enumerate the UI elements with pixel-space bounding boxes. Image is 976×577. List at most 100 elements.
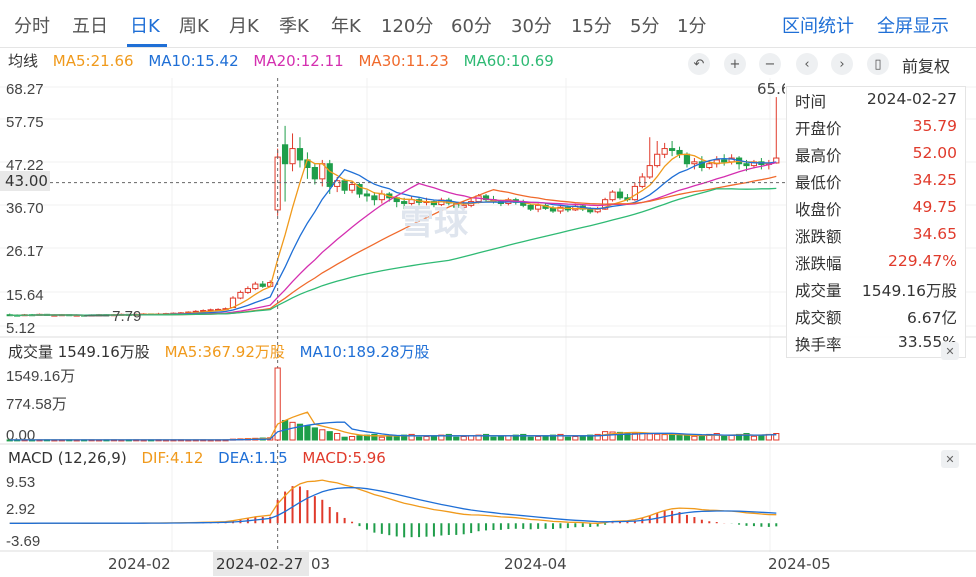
volume-bar <box>549 434 557 441</box>
candle-body <box>460 204 467 208</box>
interval-stats-link[interactable]: 区间统计 <box>782 16 854 37</box>
volume-bar <box>743 432 750 441</box>
tooltip-value: 49.75 <box>912 198 957 216</box>
candle-body <box>691 161 698 165</box>
volume-ma-line <box>9 421 777 441</box>
volume-legend: 成交量 1549.16万股 MA5:367.92万股 MA10:189.28万股 <box>8 341 440 362</box>
tab-weekly-k[interactable]: 周K <box>179 16 209 37</box>
tooltip-row: 收盘价 49.75 <box>795 198 957 224</box>
tooltip-value: 229.47% <box>888 252 957 270</box>
volume-bar <box>356 435 363 441</box>
candle-body <box>631 185 638 201</box>
tooltip-row: 换手率 33.55% <box>795 333 957 359</box>
volume-bar <box>713 432 720 441</box>
close-volume-icon[interactable]: ✕ <box>941 342 959 360</box>
candle-body <box>527 204 534 210</box>
tab-30min[interactable]: 30分 <box>511 16 552 37</box>
volume-bar <box>721 435 728 441</box>
chevron-left-icon[interactable]: ‹ <box>796 53 818 75</box>
volume-bar <box>572 436 579 441</box>
candle-body <box>401 201 408 204</box>
tooltip-row: 涨跌幅 229.47% <box>795 252 957 278</box>
high-price-marker: 65.6 <box>757 80 785 98</box>
undo-icon[interactable]: ↶ <box>688 53 710 75</box>
volume-bar <box>438 434 445 441</box>
chevron-right-icon[interactable]: › <box>831 53 853 75</box>
ma-line-ma60 <box>9 187 777 316</box>
volume-bar <box>587 434 594 441</box>
volume-bar <box>691 435 698 441</box>
price-tick-label: 15.64 <box>6 287 44 304</box>
volume-bar <box>527 436 534 441</box>
volume-bar <box>445 433 452 441</box>
tab-15min[interactable]: 15分 <box>571 16 612 37</box>
tab-five-day[interactable]: 五日 <box>72 16 108 37</box>
tooltip-label: 最高价 <box>795 147 842 165</box>
candle-body <box>341 180 348 191</box>
tooltip-label: 涨跌幅 <box>795 255 842 273</box>
tab-fenshi[interactable]: 分时 <box>14 16 50 37</box>
volume-bar <box>311 427 318 441</box>
candle-body <box>609 191 616 201</box>
tab-1min[interactable]: 1分 <box>677 16 707 37</box>
crosshair-price-label: 43.00 <box>0 171 50 191</box>
tab-yearly-k[interactable]: 年K <box>331 16 361 37</box>
ma-legend-label: 均线 <box>8 52 39 70</box>
candle-body <box>252 283 259 290</box>
adjust-mode-button[interactable]: 前复权 <box>902 57 951 76</box>
candle-body <box>721 159 728 163</box>
candle-body <box>430 201 438 206</box>
volume-bar <box>497 436 505 441</box>
candle-body <box>646 165 653 178</box>
macd-value-legend: MACD:5.96 <box>302 449 386 467</box>
volume-bar <box>676 434 683 441</box>
macd-tick-label: -3.69 <box>6 533 40 550</box>
active-tab-indicator <box>127 44 167 47</box>
volume-bar <box>490 436 497 441</box>
close-macd-icon[interactable]: ✕ <box>941 450 959 468</box>
volume-bar <box>631 432 638 441</box>
dif-legend: DIF:4.12 <box>141 449 204 467</box>
volume-bar <box>341 436 348 441</box>
volume-bar <box>386 436 393 441</box>
pin-icon[interactable]: ▯ <box>867 53 889 75</box>
price-tick-label: 36.70 <box>6 200 44 217</box>
tooltip-label: 开盘价 <box>795 120 842 138</box>
volume-bar <box>609 431 616 441</box>
candle-body <box>668 148 676 151</box>
tooltip-label: 涨跌额 <box>795 228 842 246</box>
fullscreen-link[interactable]: 全屏显示 <box>877 16 949 37</box>
volume-bar <box>319 429 326 441</box>
candle-body <box>363 193 371 197</box>
tab-60min[interactable]: 60分 <box>451 16 492 37</box>
zoom-out-icon[interactable]: − <box>759 53 781 75</box>
crosshair-date-label: 2024-02-27 <box>213 552 309 576</box>
volume-bar <box>326 431 333 441</box>
volume-bar <box>453 436 460 441</box>
zoom-in-icon[interactable]: + <box>724 53 746 75</box>
tab-daily-k[interactable]: 日K <box>130 16 160 37</box>
candle-body <box>281 144 289 165</box>
tooltip-label: 成交量 <box>795 282 842 300</box>
volume-bar <box>728 434 735 441</box>
tab-5min[interactable]: 5分 <box>630 16 660 37</box>
volume-bar <box>423 436 430 441</box>
tab-120min[interactable]: 120分 <box>381 16 434 37</box>
candle-body <box>259 283 266 287</box>
volume-bar <box>616 431 624 441</box>
candle-body <box>274 156 281 211</box>
volume-tick-label: 1549.16万 <box>6 368 75 385</box>
candle-body <box>237 291 244 299</box>
candle-body <box>654 153 661 167</box>
tab-quarterly-k[interactable]: 季K <box>279 16 309 37</box>
volume-bar <box>460 436 467 441</box>
volume-bar <box>408 433 415 441</box>
macd-tick-label: 9.53 <box>6 474 35 491</box>
candle-body <box>549 207 557 212</box>
tooltip-label: 时间 <box>795 93 827 111</box>
period-tabs: 分时 五日 日K 周K 月K 季K 年K 120分 60分 30分 15分 5分… <box>0 0 976 48</box>
tab-monthly-k[interactable]: 月K <box>229 16 259 37</box>
tooltip-value: 34.65 <box>912 225 957 243</box>
tooltip-row: 开盘价 35.79 <box>795 117 957 143</box>
